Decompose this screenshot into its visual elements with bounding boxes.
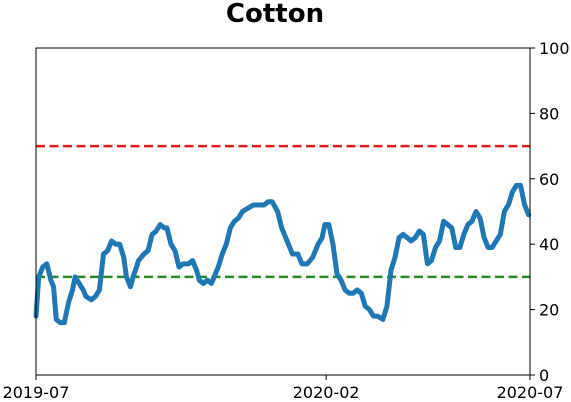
y-tick-label: 20	[539, 301, 559, 320]
y-axis: 0 20 40 60 80 100	[530, 39, 570, 385]
y-tick-label: 0	[539, 366, 549, 385]
y-tick-label: 60	[539, 170, 559, 189]
x-tick-label: 2019-07	[3, 383, 70, 402]
reference-lines	[36, 144, 530, 279]
x-tick-label: 2020-02	[293, 383, 360, 402]
series-line-0	[33, 182, 532, 326]
plot-frame	[35, 47, 531, 376]
chart-title: Cotton	[226, 0, 324, 29]
x-tick-label: 2020-07	[497, 383, 564, 402]
y-tick-label: 40	[539, 235, 559, 254]
y-tick-label: 100	[539, 39, 570, 58]
y-tick-label: 80	[539, 104, 559, 123]
series-layer	[33, 182, 532, 326]
x-axis: 2019-07 2020-02 2020-07	[3, 375, 564, 402]
